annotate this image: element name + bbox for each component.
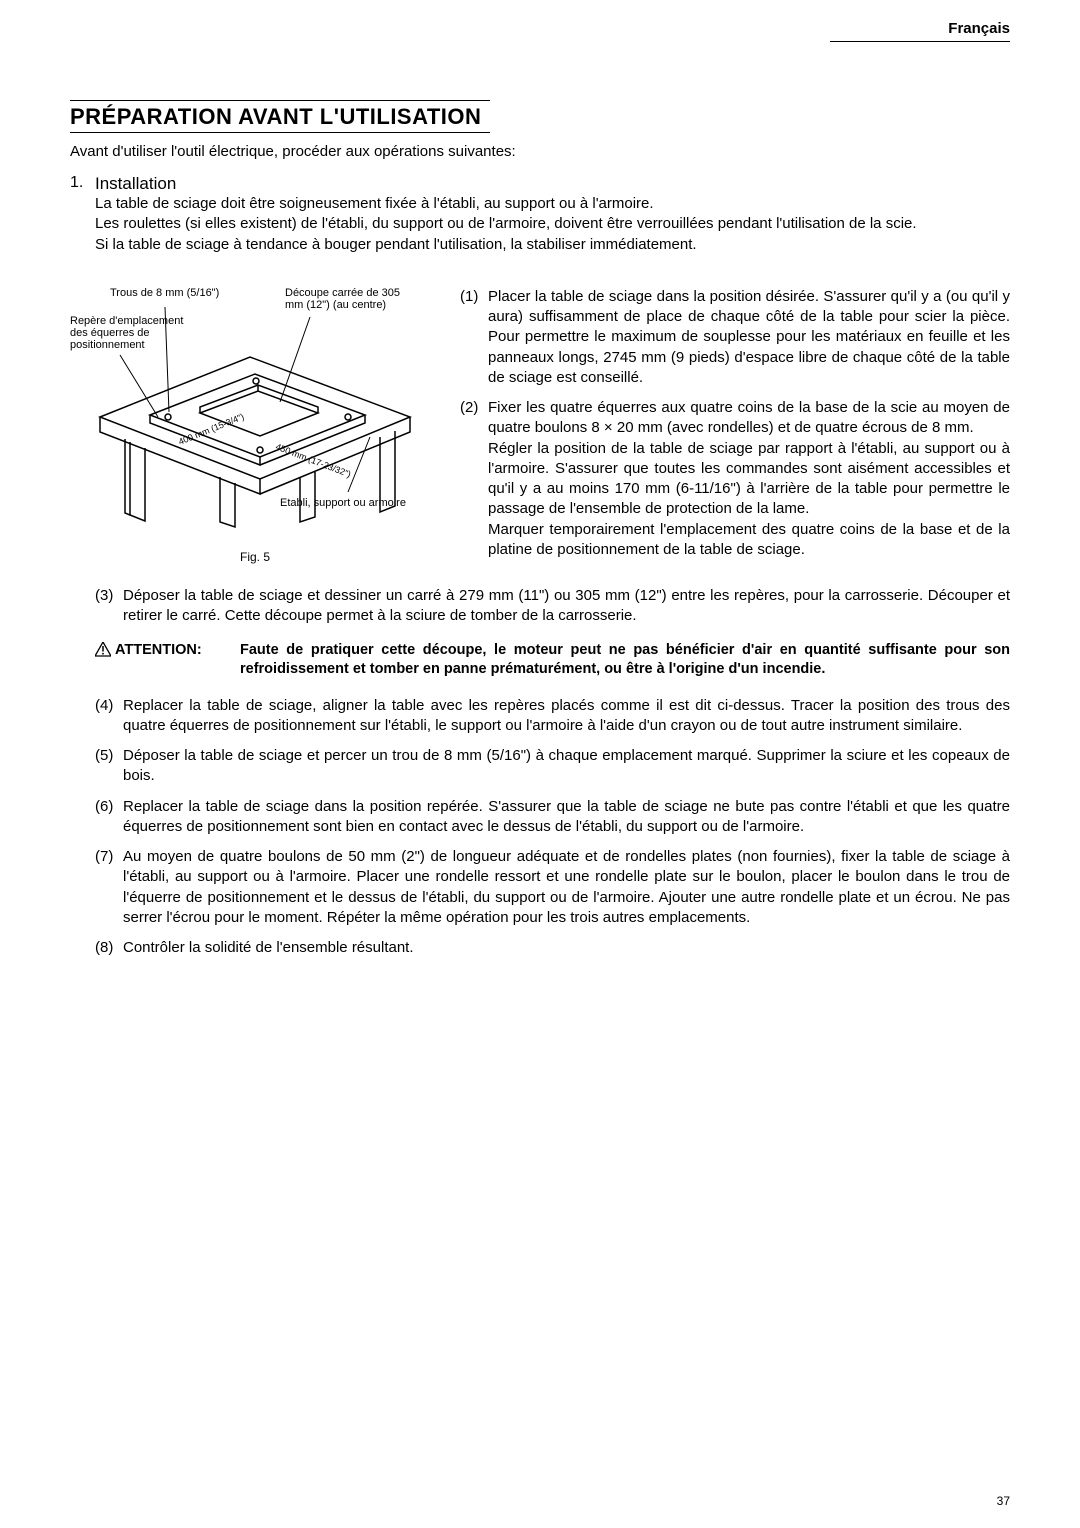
attention-word: ATTENTION: (115, 641, 202, 661)
callout-bracket-marks: Repère d'emplacement des équerres de pos… (70, 315, 195, 351)
figure-caption: Fig. 5 (70, 550, 440, 564)
language-label: Français (830, 20, 1010, 42)
step-2-text: Fixer les quatre équerres aux quatre coi… (488, 398, 1010, 560)
step-8-num: (8) (95, 938, 123, 958)
callout-cutout: Découpe carrée de 305 mm (12") (au centr… (285, 287, 405, 311)
subsection-title: Installation (95, 174, 176, 194)
step-3-num: (3) (95, 586, 123, 627)
step-1: (1) Placer la table de sciage dans la po… (460, 287, 1010, 388)
step-5-text: Déposer la table de sciage et percer un … (123, 746, 1010, 787)
step-7-text: Au moyen de quatre boulons de 50 mm (2")… (123, 847, 1010, 928)
step-7-num: (7) (95, 847, 123, 928)
page-number: 37 (997, 1494, 1010, 1508)
warning-icon (95, 642, 111, 657)
attention-block: ATTENTION: Faute de pratiquer cette déco… (95, 641, 1010, 680)
steps-4-8: (4)Replacer la table de sciage, aligner … (95, 696, 1010, 959)
subsection-1: 1. Installation (70, 174, 1010, 194)
step-2: (2) Fixer les quatre équerres aux quatre… (460, 398, 1010, 560)
step-1-text: Placer la table de sciage dans la positi… (488, 287, 1010, 388)
section-heading: PRÉPARATION AVANT L'UTILISATION (70, 100, 490, 133)
step-6-text: Replacer la table de sciage dans la posi… (123, 797, 1010, 838)
subsection-number: 1. (70, 174, 95, 194)
step-3-text: Déposer la table de sciage et dessiner u… (123, 586, 1010, 627)
figure-column: Trous de 8 mm (5/16") Découpe carrée de … (70, 287, 440, 570)
step-1-num: (1) (460, 287, 488, 388)
step-6-num: (6) (95, 797, 123, 838)
callout-workbench: Etabli, support ou armoire (280, 497, 406, 509)
step-5-num: (5) (95, 746, 123, 787)
subsection-body: La table de sciage doit être soigneuseme… (95, 194, 1010, 255)
callout-holes: Trous de 8 mm (5/16") (110, 287, 219, 299)
page: Français PRÉPARATION AVANT L'UTILISATION… (0, 0, 1080, 1528)
attention-label: ATTENTION: (95, 641, 240, 680)
step-2-num: (2) (460, 398, 488, 560)
step-4-num: (4) (95, 696, 123, 737)
attention-text: Faute de pratiquer cette découpe, le mot… (240, 641, 1010, 680)
step-8-text: Contrôler la solidité de l'ensemble résu… (123, 938, 1010, 958)
right-column: (1) Placer la table de sciage dans la po… (460, 287, 1010, 570)
step-4-text: Replacer la table de sciage, aligner la … (123, 696, 1010, 737)
intro-text: Avant d'utiliser l'outil électrique, pro… (70, 143, 1010, 160)
step-3-row: (3) Déposer la table de sciage et dessin… (95, 586, 1010, 627)
two-column-region: Trous de 8 mm (5/16") Découpe carrée de … (70, 287, 1010, 570)
